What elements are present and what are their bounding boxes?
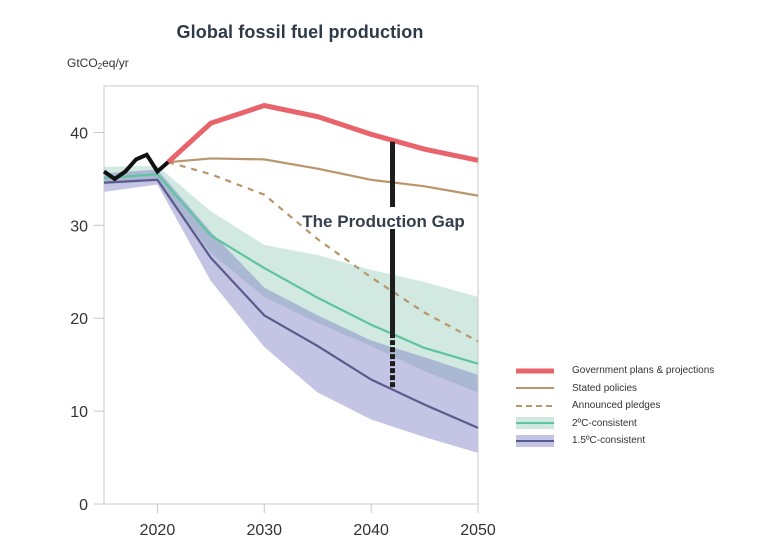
y-tick-label: 40 [70,125,88,142]
legend-swatch-one_five_c [516,434,554,447]
legend-item-pledges: Announced pledges [516,397,714,415]
legend-swatch-pledges [516,404,554,407]
y-axis-unit-label: GtCO2eq/yr [67,56,129,71]
y-tick-label: 0 [79,497,88,514]
x-tick-label: 2040 [353,522,389,539]
y-tick-label: 30 [70,218,88,235]
legend-swatch-stated [516,387,554,390]
one_five_c-band [104,169,478,453]
chart-title: Global fossil fuel production [176,22,424,42]
series-lines [102,102,479,429]
legend-label: 2ºC-consistent [572,417,637,429]
x-tick-label: 2020 [140,522,176,539]
legend-swatch-government [516,368,554,374]
uncertainty-bands [104,165,478,453]
legend-label: Government plans & projections [572,365,715,377]
two_c-band [104,165,478,393]
x-tick-label: 2030 [246,522,282,539]
frame-border [103,85,479,504]
legend-item-stated: Stated policies [516,380,714,398]
x-tick-label: 2050 [460,522,496,539]
legend-label: Stated policies [572,382,638,394]
y-tick-label: 20 [70,311,88,328]
production-gap-annotation: The Production Gap [302,141,465,388]
legend: Government plans & projections Stated pol… [516,362,714,450]
legend-item-government: Government plans & projections [516,362,714,380]
historical-line [102,152,170,182]
legend-label: 1.5ºC-consistent [572,435,646,447]
y-tick-label: 10 [70,404,88,421]
one_five_c-line [103,178,479,429]
production-gap-label: The Production Gap [302,212,464,231]
plot-frame [94,85,479,505]
legend-item-one_five_c: 1.5ºC-consistent [516,432,714,450]
unit-main: GtCO [67,56,98,70]
two_c-line [103,173,479,365]
y-axis: 0 10 20 30 40 [70,125,104,514]
legend-item-two_c: 2ºC-consistent [516,415,714,433]
unit-subscript: 2 [97,62,103,71]
x-axis: 2020 2030 2040 2050 [140,504,496,539]
legend-swatch-two_c [516,417,554,430]
stated-line [168,157,479,197]
legend-label: Announced pledges [572,400,661,412]
government-line [166,102,479,165]
unit-rest: eq/yr [102,56,129,70]
pledges-line [167,161,479,343]
